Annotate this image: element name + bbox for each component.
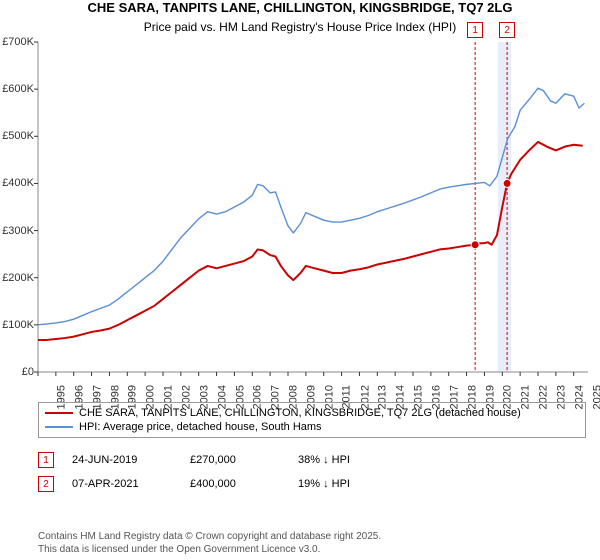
- event-price-1: £270,000: [190, 454, 280, 466]
- legend-item-price-paid: CHE SARA, TANPITS LANE, CHILLINGTON, KIN…: [45, 407, 579, 419]
- plot-area: 12 £0£100K£200K£300K£400K£500K£600K£700K…: [38, 42, 588, 372]
- ytick-label: £300K: [2, 225, 34, 237]
- plot-event-marker-2: 2: [499, 22, 515, 38]
- event-marker-2: 2: [38, 476, 54, 492]
- xtick-label: 2025: [591, 385, 600, 409]
- event-price-2: £400,000: [190, 478, 280, 490]
- ytick-label: £0: [22, 366, 34, 378]
- ytick-label: £600K: [2, 83, 34, 95]
- ytick-label: £500K: [2, 130, 34, 142]
- legend-swatch-hpi: [45, 426, 73, 428]
- legend: CHE SARA, TANPITS LANE, CHILLINGTON, KIN…: [38, 402, 586, 438]
- ytick-label: £400K: [2, 177, 34, 189]
- ytick-label: £100K: [2, 319, 34, 331]
- event-date-2: 07-APR-2021: [72, 478, 172, 490]
- legend-label-hpi: HPI: Average price, detached house, Sout…: [79, 421, 322, 433]
- legend-label-price-paid: CHE SARA, TANPITS LANE, CHILLINGTON, KIN…: [79, 407, 521, 419]
- event-row-2: 2 07-APR-2021 £400,000 19% ↓ HPI: [38, 474, 586, 494]
- legend-swatch-price-paid: [45, 412, 73, 414]
- event-diff-2: 19% ↓ HPI: [298, 478, 408, 490]
- plot-svg: [38, 42, 588, 372]
- event-table: 1 24-JUN-2019 £270,000 38% ↓ HPI 2 07-AP…: [38, 446, 586, 494]
- event-marker-1: 1: [38, 452, 54, 468]
- attribution-line-2: This data is licensed under the Open Gov…: [38, 543, 586, 556]
- event-row-1: 1 24-JUN-2019 £270,000 38% ↓ HPI: [38, 450, 586, 470]
- attribution: Contains HM Land Registry data © Crown c…: [38, 530, 586, 556]
- event-date-1: 24-JUN-2019: [72, 454, 172, 466]
- chart-title: CHE SARA, TANPITS LANE, CHILLINGTON, KIN…: [0, 0, 600, 15]
- event-diff-1: 38% ↓ HPI: [298, 454, 408, 466]
- attribution-line-1: Contains HM Land Registry data © Crown c…: [38, 530, 586, 543]
- ytick-label: £200K: [2, 272, 34, 284]
- plot-event-marker-1: 1: [467, 22, 483, 38]
- legend-item-hpi: HPI: Average price, detached house, Sout…: [45, 421, 579, 433]
- ytick-label: £700K: [2, 36, 34, 48]
